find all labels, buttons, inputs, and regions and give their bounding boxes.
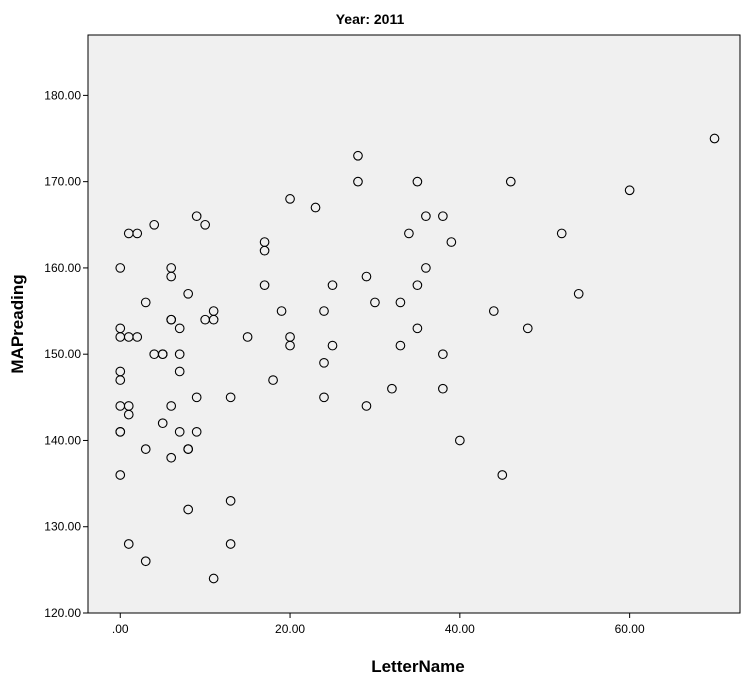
data-point [140, 556, 151, 567]
plot-area [87, 34, 741, 614]
data-point [387, 383, 397, 394]
data-point [183, 444, 194, 454]
data-point [412, 323, 423, 334]
data-point [454, 435, 465, 446]
data-point [319, 306, 329, 316]
data-point [132, 228, 143, 239]
data-point [123, 539, 134, 549]
data-point [319, 357, 329, 368]
data-point [285, 340, 295, 351]
data-point [395, 297, 406, 308]
data-point [438, 383, 448, 394]
data-point [183, 504, 194, 515]
axes-layer: 120.00 130.00 140.00 150.00 160.00 170.00 180.… [44, 88, 645, 636]
x-axis-title: LetterName [371, 657, 465, 676]
data-point [268, 375, 278, 385]
data-point [157, 349, 168, 360]
data-point [166, 314, 177, 325]
data-point [115, 470, 126, 480]
data-point [327, 280, 338, 291]
data-point [522, 323, 533, 334]
data-point [115, 263, 126, 273]
data-point [438, 349, 448, 360]
data-point [412, 176, 423, 187]
data-point [361, 271, 372, 282]
data-point [276, 306, 287, 316]
data-point [225, 539, 236, 549]
data-point [361, 401, 372, 411]
data-point [140, 297, 151, 308]
data-point [208, 573, 219, 584]
x-tick-label: .00 [112, 622, 129, 636]
data-point [115, 426, 126, 437]
y-tick-label: 170.00 [44, 175, 81, 189]
data-point [166, 452, 177, 463]
data-point [327, 340, 338, 351]
data-point [438, 211, 448, 222]
data-point [259, 245, 270, 256]
data-point [191, 211, 202, 222]
data-point [353, 150, 363, 161]
data-point [140, 444, 151, 454]
x-tick-label: 20.00 [275, 622, 305, 636]
y-tick-label: 180.00 [44, 88, 81, 102]
data-point [174, 426, 185, 437]
data-point [115, 375, 126, 385]
data-point [157, 418, 168, 429]
y-tick-label: 140.00 [44, 433, 81, 447]
data-point [166, 401, 177, 411]
data-point [421, 211, 431, 222]
data-point [412, 280, 423, 291]
data-point [174, 323, 185, 334]
y-tick-label: 130.00 [44, 520, 81, 534]
data-point [200, 219, 211, 230]
data-point [149, 219, 160, 230]
data-point [191, 392, 202, 403]
data-point [488, 306, 499, 316]
y-tick-label: 120.00 [44, 606, 81, 620]
y-tick-label: 150.00 [44, 347, 81, 361]
data-point [208, 314, 219, 325]
data-point [310, 202, 321, 213]
data-point [709, 133, 720, 144]
data-point [353, 176, 363, 187]
data-point [421, 263, 431, 273]
y-tick-label: 160.00 [44, 261, 81, 275]
data-point [225, 392, 236, 403]
x-tick-label: 40.00 [445, 622, 475, 636]
data-point [166, 271, 177, 282]
data-point [242, 332, 253, 342]
points-layer [115, 133, 720, 584]
data-point [395, 340, 406, 351]
data-point [319, 392, 329, 403]
data-point [573, 288, 584, 299]
data-point [285, 194, 295, 204]
chart-title: Year: 2011 [336, 11, 405, 27]
data-point [132, 332, 143, 342]
y-axis-title: MAPreading [8, 274, 27, 373]
data-point [497, 470, 508, 480]
data-point [183, 288, 194, 299]
data-point [123, 409, 134, 420]
data-point [191, 426, 202, 437]
data-point [370, 297, 380, 308]
data-point [225, 496, 236, 506]
data-point [505, 176, 516, 187]
data-point [404, 228, 414, 239]
data-point [259, 280, 270, 291]
data-point [446, 237, 457, 247]
data-point [556, 228, 567, 239]
data-point [174, 366, 185, 377]
data-point [174, 349, 185, 360]
data-point [624, 185, 635, 196]
x-tick-label: 60.00 [615, 622, 645, 636]
